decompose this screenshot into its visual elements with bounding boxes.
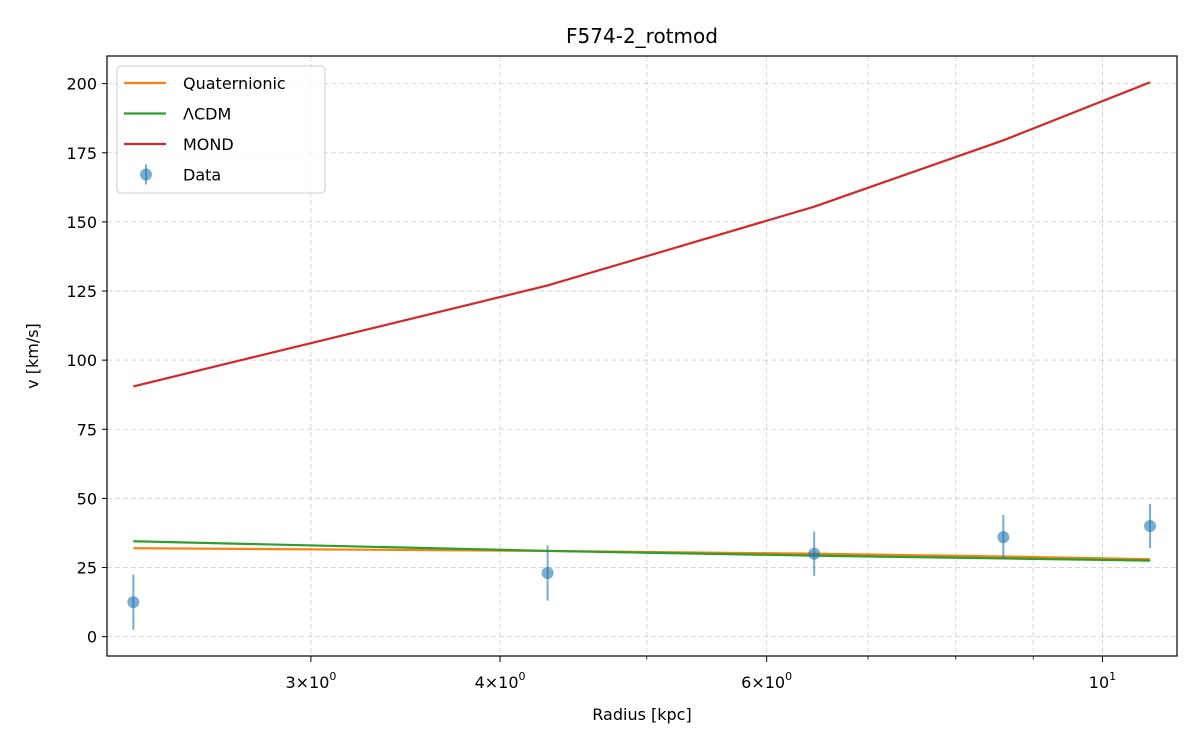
y-axis: 0 25 50 75 100 125 150 175 200: [66, 75, 107, 647]
x-tick-label: 6×100: [741, 670, 792, 692]
legend-marker-swatch: [140, 168, 152, 181]
legend-box: [116, 65, 326, 194]
legend-label: ΛCDM: [183, 105, 231, 124]
x-tick-exponent: 0: [519, 670, 526, 683]
legend-label: MOND: [183, 135, 234, 154]
y-tick-label: 125: [66, 282, 97, 301]
y-tick-label: 150: [66, 213, 97, 232]
legend: Quaternionic ΛCDM MOND Data: [116, 65, 326, 194]
x-tick-exponent: 1: [1109, 670, 1116, 683]
y-tick-label: 25: [77, 559, 97, 578]
y-tick-label: 0: [87, 628, 97, 647]
data-point: [1144, 520, 1157, 533]
data-point: [541, 567, 554, 580]
data-point: [127, 596, 140, 609]
x-tick-exponent: 0: [785, 670, 792, 683]
plot-area: [127, 81, 1157, 630]
data-point: [808, 547, 821, 560]
x-tick-base: 3×10: [285, 673, 329, 692]
y-tick-label: 175: [66, 144, 97, 163]
x-axis: 3×100 4×100 6×100 101: [285, 656, 1116, 692]
y-axis-label: v [km/s]: [23, 323, 42, 389]
legend-label: Quaternionic: [183, 74, 286, 93]
x-tick-label: 4×100: [475, 670, 526, 692]
legend-label: Data: [183, 166, 221, 185]
x-tick-exponent: 0: [329, 670, 336, 683]
x-tick-base: 4×10: [475, 673, 519, 692]
y-tick-label: 200: [66, 75, 97, 94]
data-point: [997, 531, 1010, 544]
x-tick-label: 3×100: [285, 670, 336, 692]
y-tick-label: 75: [77, 420, 97, 439]
x-tick-base: 10: [1089, 673, 1109, 692]
plot-frame: [106, 55, 1178, 657]
y-tick-label: 100: [66, 351, 97, 370]
y-tick-label: 50: [77, 489, 97, 508]
x-tick-base: 6×10: [741, 673, 785, 692]
x-tick-label: 101: [1089, 670, 1116, 692]
chart-title: F574-2_rotmod: [566, 24, 718, 48]
series-line-mond: [133, 81, 1151, 388]
x-axis-label: Radius [kpc]: [592, 705, 691, 724]
